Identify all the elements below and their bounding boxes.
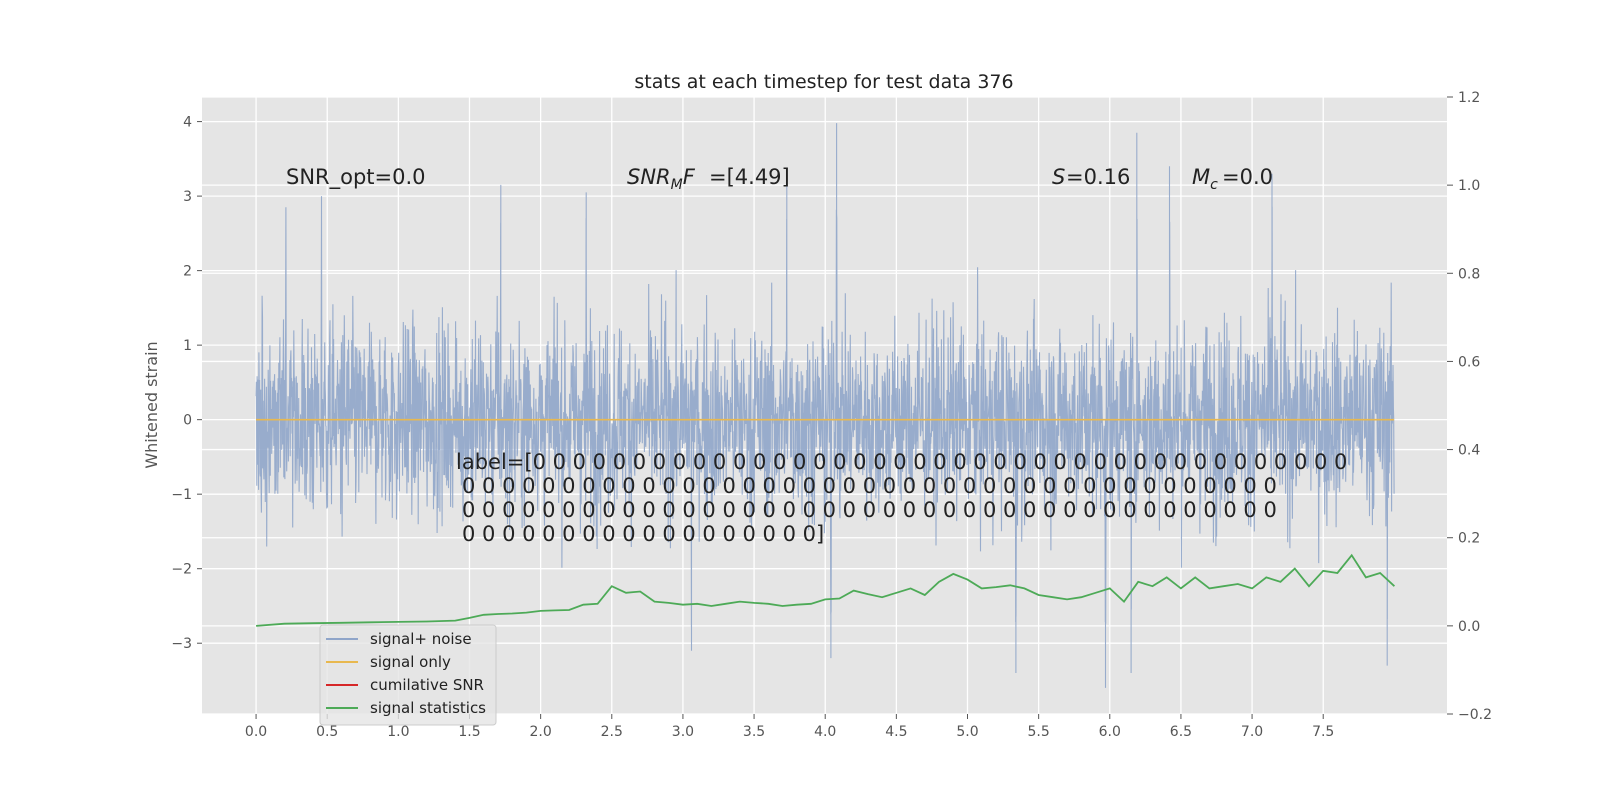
y-tick-label: 0 <box>183 413 192 429</box>
annotation-mc-value: =0.0 <box>1222 165 1273 189</box>
y-axis-label: Whitened strain <box>142 341 161 468</box>
signal-noise-series <box>255 123 1395 688</box>
annotation-s: S =0.16 <box>1052 165 1130 189</box>
chart-title: stats at each timestep for test data 376 <box>634 71 1013 93</box>
x-tick-label: 4.5 <box>885 724 907 740</box>
y-axis-ticks: −3 −2 −1 0 1 2 3 4 <box>171 115 202 652</box>
y-tick-label: 2 <box>183 264 192 280</box>
y-right-tick-label: 0.4 <box>1458 443 1480 459</box>
x-tick-label: 6.5 <box>1170 724 1192 740</box>
x-tick-label: 5.0 <box>956 724 978 740</box>
y-right-tick-label: 0.6 <box>1458 354 1480 370</box>
x-tick-label: 0.0 <box>245 724 267 740</box>
annotation-snr-mf: SNRMF =[4.49] <box>627 165 790 193</box>
x-tick-label: 2.5 <box>601 724 623 740</box>
annotation-s-symbol: S <box>1052 165 1065 189</box>
signal-statistics-series <box>256 553 1396 627</box>
y-right-tick-label: 0.0 <box>1458 619 1480 635</box>
x-tick-label: 3.0 <box>672 724 694 740</box>
x-tick-label: 2.0 <box>530 724 552 740</box>
label-annotation: label=[0 0 0 0 0 0 0 0 0 0 0 0 0 0 0 0 0… <box>456 450 1347 546</box>
annotation-snr-mf-value: =[4.49] <box>709 165 790 189</box>
y-tick-label: 1 <box>183 338 192 354</box>
x-tick-label: 0.5 <box>316 724 338 740</box>
x-tick-label: 1.5 <box>458 724 480 740</box>
annotation-snr-mf-symbol: SNRMF <box>627 165 696 193</box>
x-axis-ticks: 0.0 0.5 1.0 1.5 2.0 2.5 3.0 3.5 4.0 4.5 5.0 5.5 6.0 6… <box>245 714 1334 740</box>
x-tick-label: 6.0 <box>1099 724 1121 740</box>
x-tick-label: 7.5 <box>1312 724 1334 740</box>
annotation-mc-symbol: Mc <box>1192 165 1218 193</box>
legend-label-signal-statistics: signal statistics <box>370 699 486 717</box>
annotation-s-value: =0.16 <box>1066 165 1130 189</box>
y-right-tick-label: 1.2 <box>1458 90 1480 106</box>
y-tick-label: −1 <box>171 487 192 503</box>
y-tick-label: 3 <box>183 189 192 205</box>
y-right-tick-label: 0.8 <box>1458 266 1480 282</box>
y-tick-label: −2 <box>171 562 192 578</box>
x-tick-label: 4.0 <box>814 724 836 740</box>
legend: signal+ noise signal only cumilative SNR… <box>319 624 497 726</box>
y-tick-label: 4 <box>183 115 192 131</box>
label-line-4: 0 0 0 0 0 0 0 0 0 0 0 0 0 0 0 0 0 0] <box>462 522 824 546</box>
x-tick-label: 3.5 <box>743 724 765 740</box>
label-line-2: 0 0 0 0 0 0 0 0 0 0 0 0 0 0 0 0 0 0 0 0 … <box>462 474 1277 498</box>
annotation-snr-opt: SNR_opt=0.0 <box>286 165 426 190</box>
y-right-tick-label: 0.2 <box>1458 531 1480 547</box>
annotation-mc: Mc =0.0 <box>1192 165 1273 193</box>
label-line-3: 0 0 0 0 0 0 0 0 0 0 0 0 0 0 0 0 0 0 0 0 … <box>462 498 1277 522</box>
y-right-tick-label: 1.0 <box>1458 178 1480 194</box>
signal-noise-line <box>255 123 1395 688</box>
right-y-axis-ticks: −0.2 0.0 0.2 0.4 0.6 0.8 1.0 1.2 <box>1447 90 1492 723</box>
x-tick-label: 7.0 <box>1241 724 1263 740</box>
y-right-tick-label: −0.2 <box>1458 707 1492 723</box>
x-tick-label: 5.5 <box>1028 724 1050 740</box>
label-line-1: label=[0 0 0 0 0 0 0 0 0 0 0 0 0 0 0 0 0… <box>456 450 1347 474</box>
x-tick-label: 1.0 <box>387 724 409 740</box>
signal-statistics-line <box>256 553 1396 627</box>
legend-label-signal-only: signal only <box>370 653 451 671</box>
legend-label-signal-noise: signal+ noise <box>370 630 472 648</box>
legend-box <box>319 624 497 726</box>
y-tick-label: −3 <box>171 636 192 652</box>
legend-label-cumilative-snr: cumilative SNR <box>370 676 484 694</box>
